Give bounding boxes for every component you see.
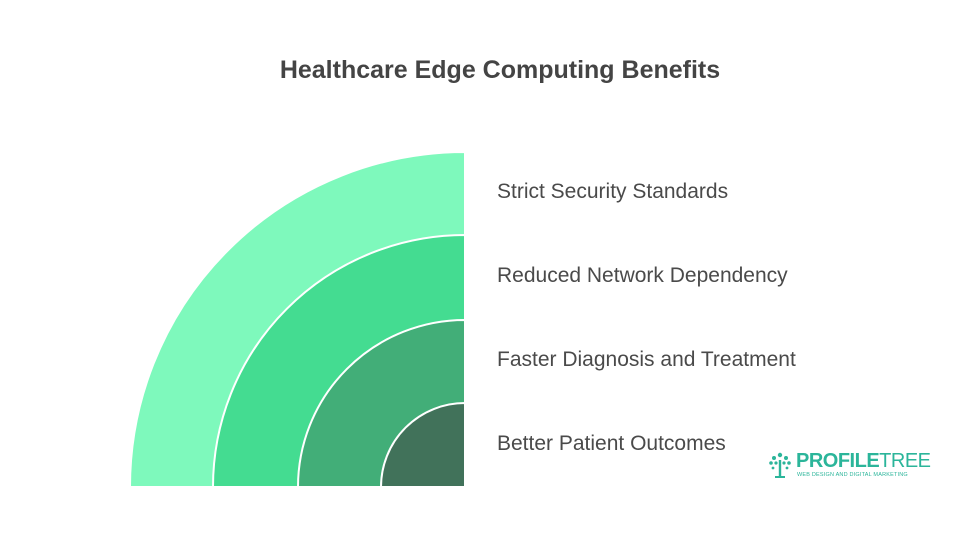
tree-icon: [769, 452, 791, 478]
layer-label-strict-security: Strict Security Standards: [497, 180, 729, 203]
logo-wordmark: PROFILETREE: [796, 450, 931, 472]
logo-tagline: WEB DESIGN AND DIGITAL MARKETING: [797, 472, 908, 478]
layer-label-better-outcomes: Better Patient Outcomes: [497, 432, 726, 455]
layer-arc-better-outcomes: [379, 401, 466, 488]
profiletree-logo: PROFILETREE WEB DESIGN AND DIGITAL MARKE…: [766, 448, 931, 484]
diagram-title: Healthcare Edge Computing Benefits: [279, 56, 721, 84]
layer-label-faster-diagnosis: Faster Diagnosis and Treatment: [497, 348, 796, 371]
layer-label-reduced-network: Reduced Network Dependency: [497, 264, 788, 287]
